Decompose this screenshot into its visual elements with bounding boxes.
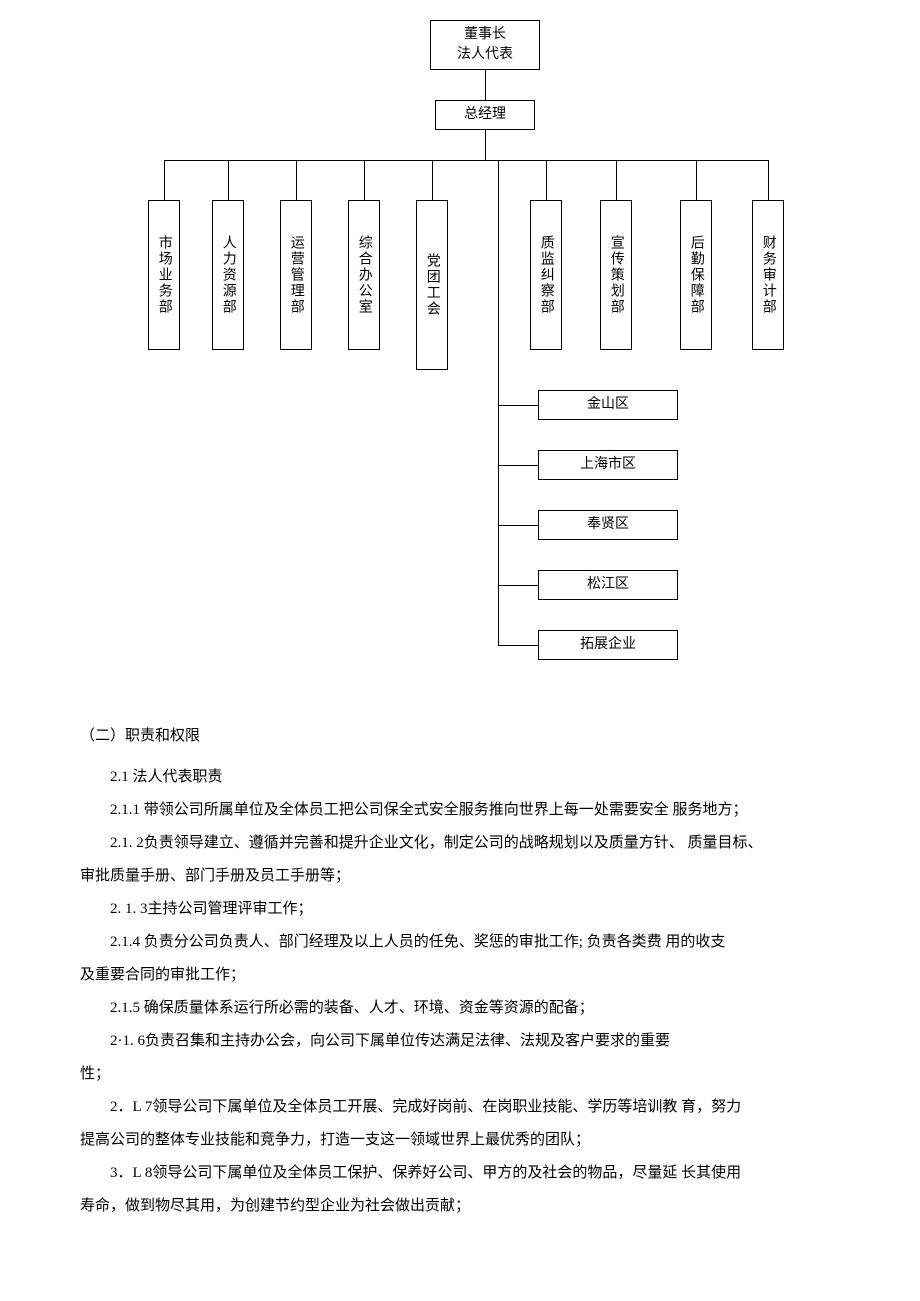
para-2-1-5: 2.1.5 确保质量体系运行所必需的装备、人才、环境、资金等资源的配备；: [80, 992, 840, 1025]
node-dept-market: 市场业务部: [148, 200, 180, 350]
connector: [546, 160, 547, 200]
para-2-1-4a: 2.1.4 负责分公司负责人、部门经理及以上人员的任免、奖惩的审批工作; 负责各…: [80, 926, 840, 959]
body-text: （二）职责和权限 2.1 法人代表职责 2.1.1 带领公司所属单位及全体员工把…: [0, 680, 920, 1283]
connector: [498, 160, 499, 646]
connector: [498, 585, 538, 586]
para-2-1-7a: 2．L 7领导公司下属单位及全体员工开展、完成好岗前、在岗职业技能、学历等培训教…: [80, 1091, 840, 1124]
node-chairman: 董事长 法人代表: [430, 20, 540, 70]
node-dept-promo: 宣传策划部: [600, 200, 632, 350]
connector: [696, 160, 697, 200]
chairman-line1: 董事长: [464, 25, 506, 45]
connector: [485, 130, 486, 160]
section-heading: （二）职责和权限: [80, 720, 840, 753]
para-2-1-6b: 性；: [80, 1058, 840, 1091]
para-2-1-7b: 提高公司的整体专业技能和竞争力，打造一支这一领域世界上最优秀的团队；: [80, 1124, 840, 1157]
chairman-line2: 法人代表: [457, 45, 513, 65]
para-2-1: 2.1 法人代表职责: [80, 761, 840, 794]
connector: [616, 160, 617, 200]
node-dept-finance: 财务审计部: [752, 200, 784, 350]
para-2-1-3: 2. 1. 3主持公司管理评审工作；: [80, 893, 840, 926]
node-dept-ops: 运营管理部: [280, 200, 312, 350]
node-region-fengxian: 奉贤区: [538, 510, 678, 540]
para-2-1-1: 2.1.1 带领公司所属单位及全体员工把公司保全式安全服务推向世界上每一处需要安…: [80, 794, 840, 827]
connector: [485, 70, 486, 100]
para-2-1-2a: 2.1. 2负责领导建立、遵循并完善和提升企业文化，制定公司的战略规划以及质量方…: [80, 827, 840, 860]
connector: [164, 160, 165, 200]
node-dept-office: 综合办公室: [348, 200, 380, 350]
connector: [432, 160, 433, 200]
node-region-jinshan: 金山区: [538, 390, 678, 420]
node-dept-hr: 人力资源部: [212, 200, 244, 350]
para-2-1-8a: 3．L 8领导公司下属单位及全体员工保护、保养好公司、甲方的及社会的物品，尽量延…: [80, 1157, 840, 1190]
connector: [164, 160, 768, 161]
node-dept-quality: 质监纠察部: [530, 200, 562, 350]
manager-label: 总经理: [464, 105, 506, 125]
connector: [498, 465, 538, 466]
connector: [228, 160, 229, 200]
para-2-1-2b: 审批质量手册、部门手册及员工手册等；: [80, 860, 840, 893]
connector: [768, 160, 769, 200]
node-region-expand: 拓展企业: [538, 630, 678, 660]
para-2-1-8b: 寿命，做到物尽其用，为创建节约型企业为社会做出贡献；: [80, 1190, 840, 1223]
org-chart: 董事长 法人代表 总经理 市场业务部 人力资源部 运营管理部 综合办公室 党团工…: [0, 0, 920, 680]
para-2-1-6a: 2·1. 6负责召集和主持办公会，向公司下属单位传达满足法律、法规及客户要求的重…: [80, 1025, 840, 1058]
connector: [364, 160, 365, 200]
node-region-songjiang: 松江区: [538, 570, 678, 600]
node-dept-party: 党团工会: [416, 200, 448, 370]
connector: [296, 160, 297, 200]
connector: [498, 645, 538, 646]
node-region-shanghai: 上海市区: [538, 450, 678, 480]
connector: [498, 405, 538, 406]
connector: [498, 525, 538, 526]
node-manager: 总经理: [435, 100, 535, 130]
node-dept-logistics: 后勤保障部: [680, 200, 712, 350]
para-2-1-4b: 及重要合同的审批工作；: [80, 959, 840, 992]
